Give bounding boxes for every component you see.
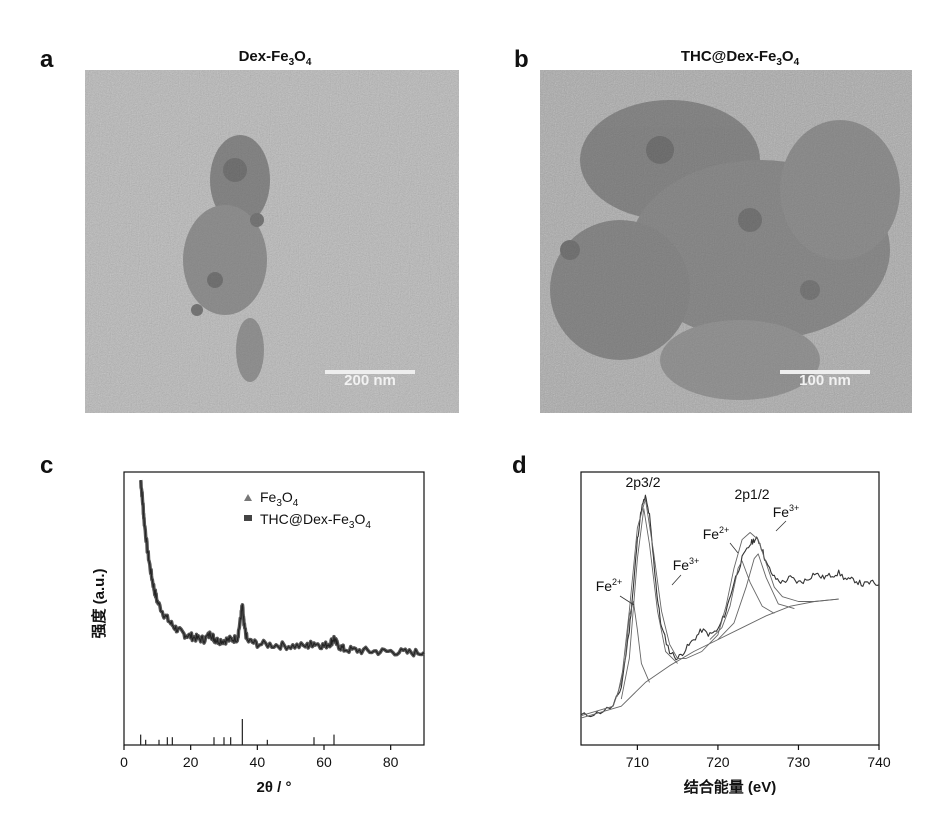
chart-c-reference-sticks [140, 719, 335, 745]
chart-c-x-label: 2θ / ° [257, 779, 292, 796]
xps-line-measured [580, 494, 880, 718]
annotation-label: Fe3+ [673, 556, 700, 573]
xps-line-peak-fe2-2p3-2 [616, 601, 650, 697]
scale-bar-a [325, 370, 415, 374]
x-tick-label: 60 [316, 754, 332, 770]
annotation-label: 2p1/2 [734, 486, 769, 502]
tem-image-b: 100 nm [540, 70, 912, 413]
annotation-pointer [775, 520, 787, 532]
tem-title-a: Dex-Fe3O4 [238, 48, 312, 68]
legend-marker-fe3o4 [244, 494, 252, 501]
x-tick-label: 720 [706, 754, 730, 770]
xps-line-peak-fe2-2p1-2 [709, 560, 775, 640]
scale-bar-b [780, 370, 870, 374]
annotation-label: Fe2+ [596, 577, 623, 594]
scale-label-a: 200 nm [344, 372, 396, 389]
tem-title-b: THC@Dex-Fe3O4 [680, 48, 800, 68]
chart-d-series-group [580, 494, 880, 719]
annotation-pointer [619, 595, 635, 606]
legend-marker-thc [244, 515, 252, 521]
x-tick-label: 730 [787, 754, 811, 770]
x-tick-label: 0 [120, 754, 128, 770]
panel-letter-a: a [40, 46, 54, 73]
chart-c-y-label: 强度 (a.u.) [90, 568, 108, 638]
xps-line-background [580, 598, 839, 719]
legend-label-fe3o4: Fe3O4 [260, 489, 299, 509]
annotation-pointer [729, 542, 739, 554]
annotation-label: Fe2+ [703, 525, 730, 542]
chart-c-legend: Fe3O4 THC@Dex-Fe3O4 [244, 489, 371, 531]
tem-image-a: 200 nm [85, 70, 459, 413]
x-tick-label: 710 [626, 754, 650, 770]
chart-c-frame [123, 471, 425, 746]
panel-letter-b: b [514, 46, 529, 73]
chart-d-x-ticks: 710 720 730 740 [626, 745, 891, 770]
chart-c-x-ticks: 0 20 40 60 80 [120, 745, 399, 770]
scale-label-b: 100 nm [799, 372, 851, 389]
chart-c-series-thc [138, 479, 426, 658]
annotation-pointer [671, 574, 682, 586]
chart-c: 0 20 40 60 80 2θ / ° 强度 (a.u.) Fe3O4 THC@Dex… [90, 471, 426, 796]
legend-label-thc: THC@Dex-Fe3O4 [260, 511, 371, 531]
xps-line-peak-fe3-2p3-2 [620, 508, 678, 700]
chart-d: 710 720 730 740 结合能量 (eV) 2p3/22p1/2Fe2+Fe3… [580, 471, 891, 796]
x-tick-label: 80 [383, 754, 399, 770]
panel-letter-d: d [512, 452, 527, 479]
panel-letter-c: c [40, 452, 54, 479]
xps-line-peak-fe3-2p1-2 [717, 553, 795, 640]
x-tick-label: 740 [867, 754, 891, 770]
annotation-label: Fe3+ [773, 503, 800, 520]
chart-c-series-thc-core [140, 480, 425, 657]
x-tick-label: 20 [183, 754, 199, 770]
annotation-label: 2p3/2 [625, 474, 660, 490]
x-tick-label: 40 [250, 754, 266, 770]
chart-d-x-label: 结合能量 (eV) [684, 778, 777, 796]
chart-d-frame [580, 471, 880, 746]
